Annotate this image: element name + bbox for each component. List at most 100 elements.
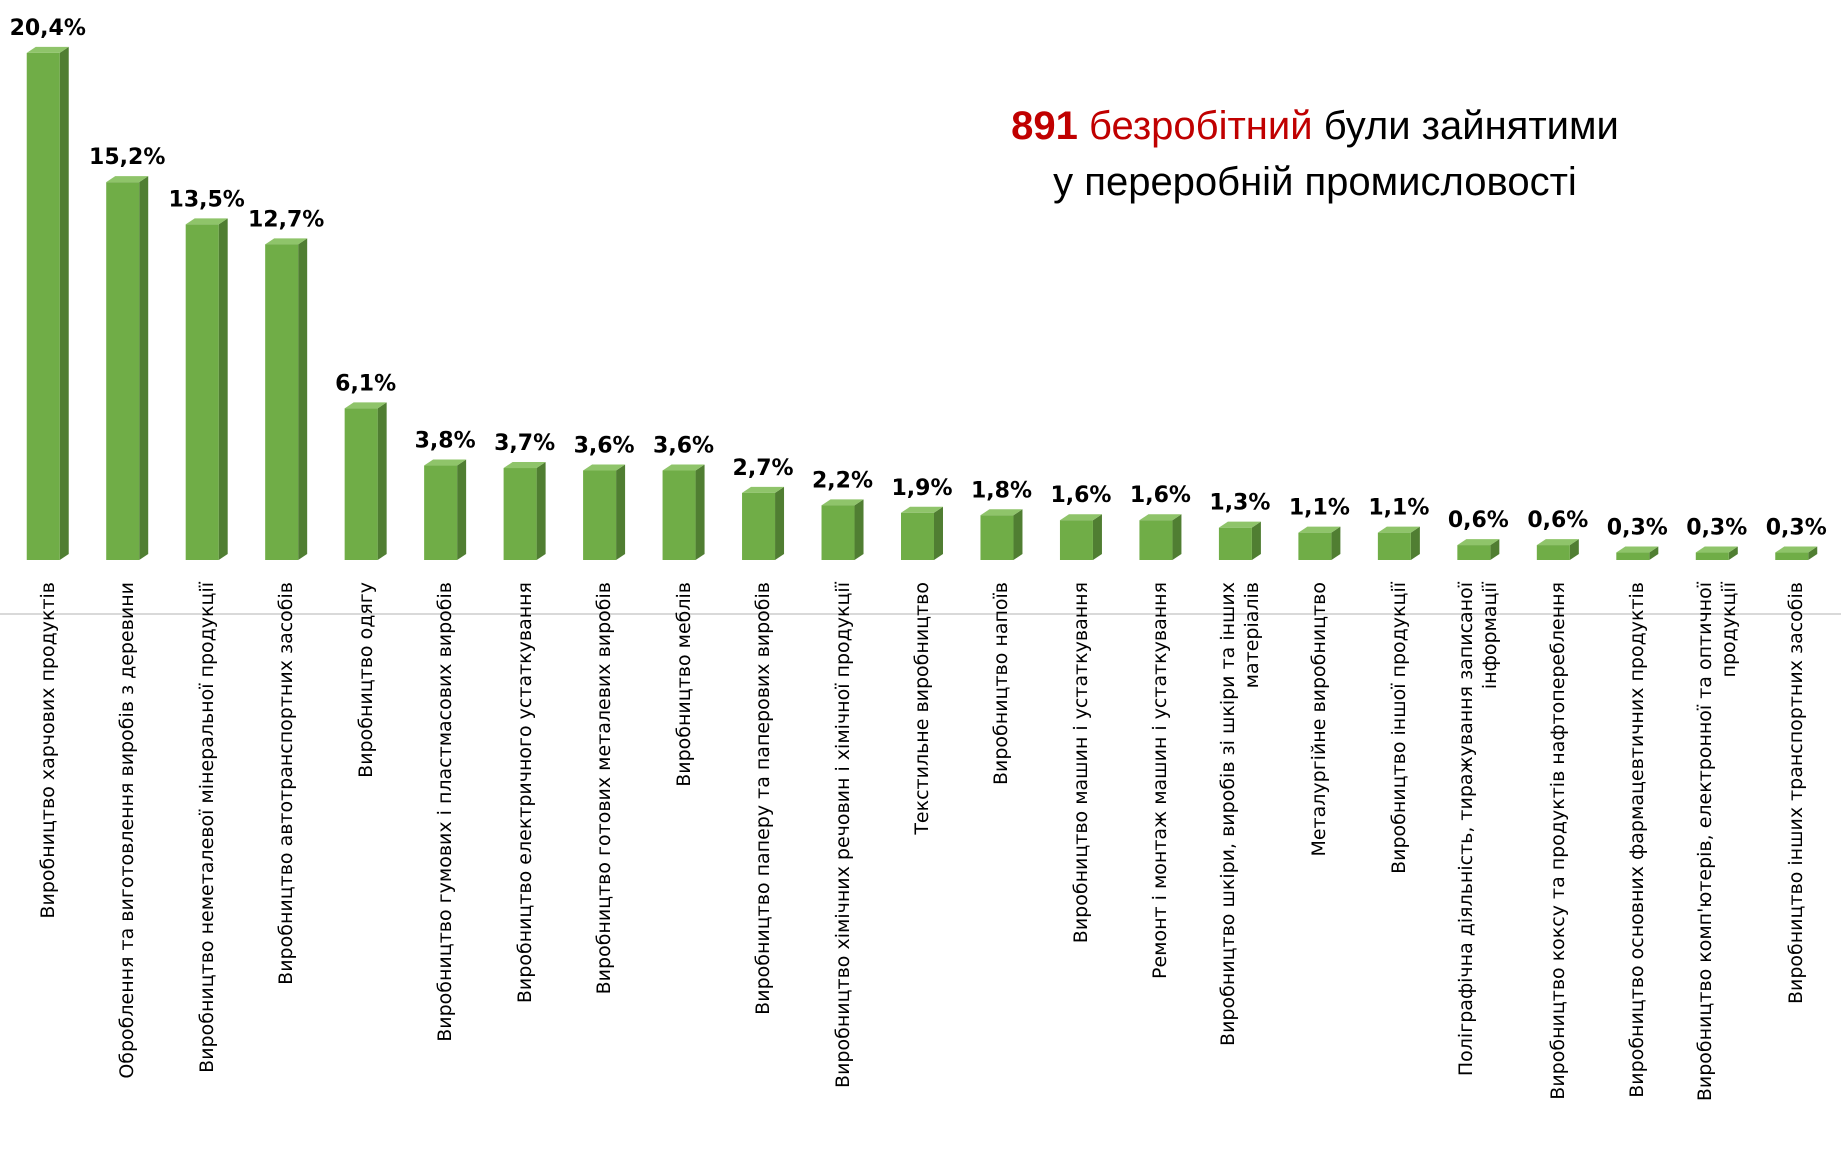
x-tick-label: Виробництво шкіри, виробів зі шкіри та і… xyxy=(1216,582,1263,1046)
value-label: 12,7% xyxy=(248,207,324,232)
bar-top xyxy=(1377,526,1420,533)
x-tick-label: Виробництво гумових і пластмасових вироб… xyxy=(434,582,457,1042)
bar xyxy=(1695,552,1729,560)
value-label: 13,5% xyxy=(169,187,245,212)
bar xyxy=(821,505,855,560)
title-highlight: безробітний xyxy=(1089,104,1313,148)
value-label: 3,6% xyxy=(574,434,635,459)
bar-side xyxy=(457,459,467,560)
bar xyxy=(1059,520,1093,560)
bar-top xyxy=(26,46,69,53)
bar xyxy=(265,244,299,561)
bar xyxy=(1536,545,1570,560)
bar-side xyxy=(377,402,387,560)
bar xyxy=(1298,532,1332,560)
bar-top xyxy=(1536,539,1579,546)
bar xyxy=(344,408,378,560)
bar-side xyxy=(139,176,149,560)
bar-side xyxy=(59,46,69,560)
bar-top xyxy=(1616,546,1659,553)
bar-top xyxy=(106,176,149,183)
bar-top xyxy=(424,459,467,466)
value-label: 0,6% xyxy=(1527,508,1588,533)
bar-top xyxy=(1457,539,1500,546)
bar-top xyxy=(662,464,705,471)
bar xyxy=(26,52,60,561)
bar-side xyxy=(934,506,943,560)
chart-title: 891 безробітний були зайнятими у перероб… xyxy=(900,98,1730,210)
value-label: 1,3% xyxy=(1209,491,1270,516)
bar-side xyxy=(775,486,785,560)
bar-top xyxy=(1695,546,1738,553)
x-tick-label: Поліграфічна діяльність, тиражування зап… xyxy=(1455,582,1502,1077)
bar-top xyxy=(583,464,626,471)
value-label: 1,8% xyxy=(971,478,1032,503)
x-tick-label: Виробництво електричного устаткування xyxy=(513,582,536,1004)
bar-top xyxy=(901,506,943,513)
value-label: 0,3% xyxy=(1607,516,1668,541)
x-tick-label: Виробництво коксу та продуктів нафтопере… xyxy=(1546,582,1569,1100)
x-tick-label: Виробництво неметалевої мінеральної прод… xyxy=(195,582,218,1073)
bar-side xyxy=(1013,509,1023,560)
x-tick-label: Виробництво паперу та паперових виробів xyxy=(752,582,775,1015)
x-tick-label: Металургійне виробництво xyxy=(1308,582,1331,857)
value-label: 6,1% xyxy=(335,371,396,396)
bar-top xyxy=(1298,526,1341,533)
bar-side xyxy=(1092,514,1102,560)
bar xyxy=(1616,552,1650,560)
x-tick-label: Виробництво основних фармацевтичних прод… xyxy=(1626,582,1649,1098)
x-tick-label: Виробництво одягу xyxy=(354,582,377,778)
bar-side xyxy=(218,218,228,560)
bar-side xyxy=(298,238,308,561)
x-tick-label: Ремонт і монтаж машин і устаткування xyxy=(1149,582,1172,979)
bar-top xyxy=(265,238,308,245)
bar-side xyxy=(1649,546,1659,560)
bar-top xyxy=(185,218,228,225)
bar xyxy=(742,492,776,560)
value-label: 1,9% xyxy=(891,476,952,501)
value-label: 1,6% xyxy=(1050,483,1111,508)
bar-top xyxy=(1218,521,1261,528)
value-label: 15,2% xyxy=(89,145,165,170)
x-tick-label: Виробництво хімічних речовин і хімічної … xyxy=(831,582,854,1088)
bar xyxy=(185,224,219,560)
x-tick-label: Виробництво готових металевих виробів xyxy=(593,582,616,995)
bar-side xyxy=(1808,546,1818,560)
x-tick-label: Виробництво комп'ютерів, електронної та … xyxy=(1693,582,1740,1102)
bar xyxy=(662,470,696,560)
bar-side xyxy=(695,464,705,560)
x-tick-label: Виробництво меблів xyxy=(672,582,695,787)
value-label: 0,6% xyxy=(1448,508,1509,533)
value-label: 3,8% xyxy=(415,429,476,454)
bar-side xyxy=(1490,539,1500,560)
value-label: 1,1% xyxy=(1289,496,1350,521)
bar-top xyxy=(503,462,546,469)
bar-side xyxy=(1172,514,1182,560)
value-label: 1,6% xyxy=(1130,483,1191,508)
bar-top xyxy=(1059,514,1102,521)
title-number: 891 xyxy=(1011,104,1078,148)
bar xyxy=(980,515,1014,560)
value-label: 20,4% xyxy=(10,16,86,41)
value-label: 3,6% xyxy=(653,434,714,459)
value-label: 0,3% xyxy=(1686,516,1747,541)
value-label: 3,7% xyxy=(494,431,555,456)
bar-side xyxy=(536,462,546,560)
title-line2: у переробній промисловості xyxy=(1053,160,1577,204)
bar-top xyxy=(1139,514,1182,521)
bar-top xyxy=(742,486,785,493)
bar xyxy=(1377,532,1411,560)
bar xyxy=(424,465,458,560)
bar-side xyxy=(1410,526,1420,560)
bar xyxy=(901,512,934,560)
bar-top xyxy=(1775,546,1818,553)
bar xyxy=(106,182,140,560)
x-tick-label: Виробництво автотранспортних засобів xyxy=(275,582,298,985)
bar-top xyxy=(980,509,1023,516)
value-label: 2,2% xyxy=(812,468,873,493)
bar-side xyxy=(1569,539,1579,560)
x-tick-label: Виробництво інших транспортних засобів xyxy=(1785,582,1808,1005)
value-label: 0,3% xyxy=(1766,516,1827,541)
